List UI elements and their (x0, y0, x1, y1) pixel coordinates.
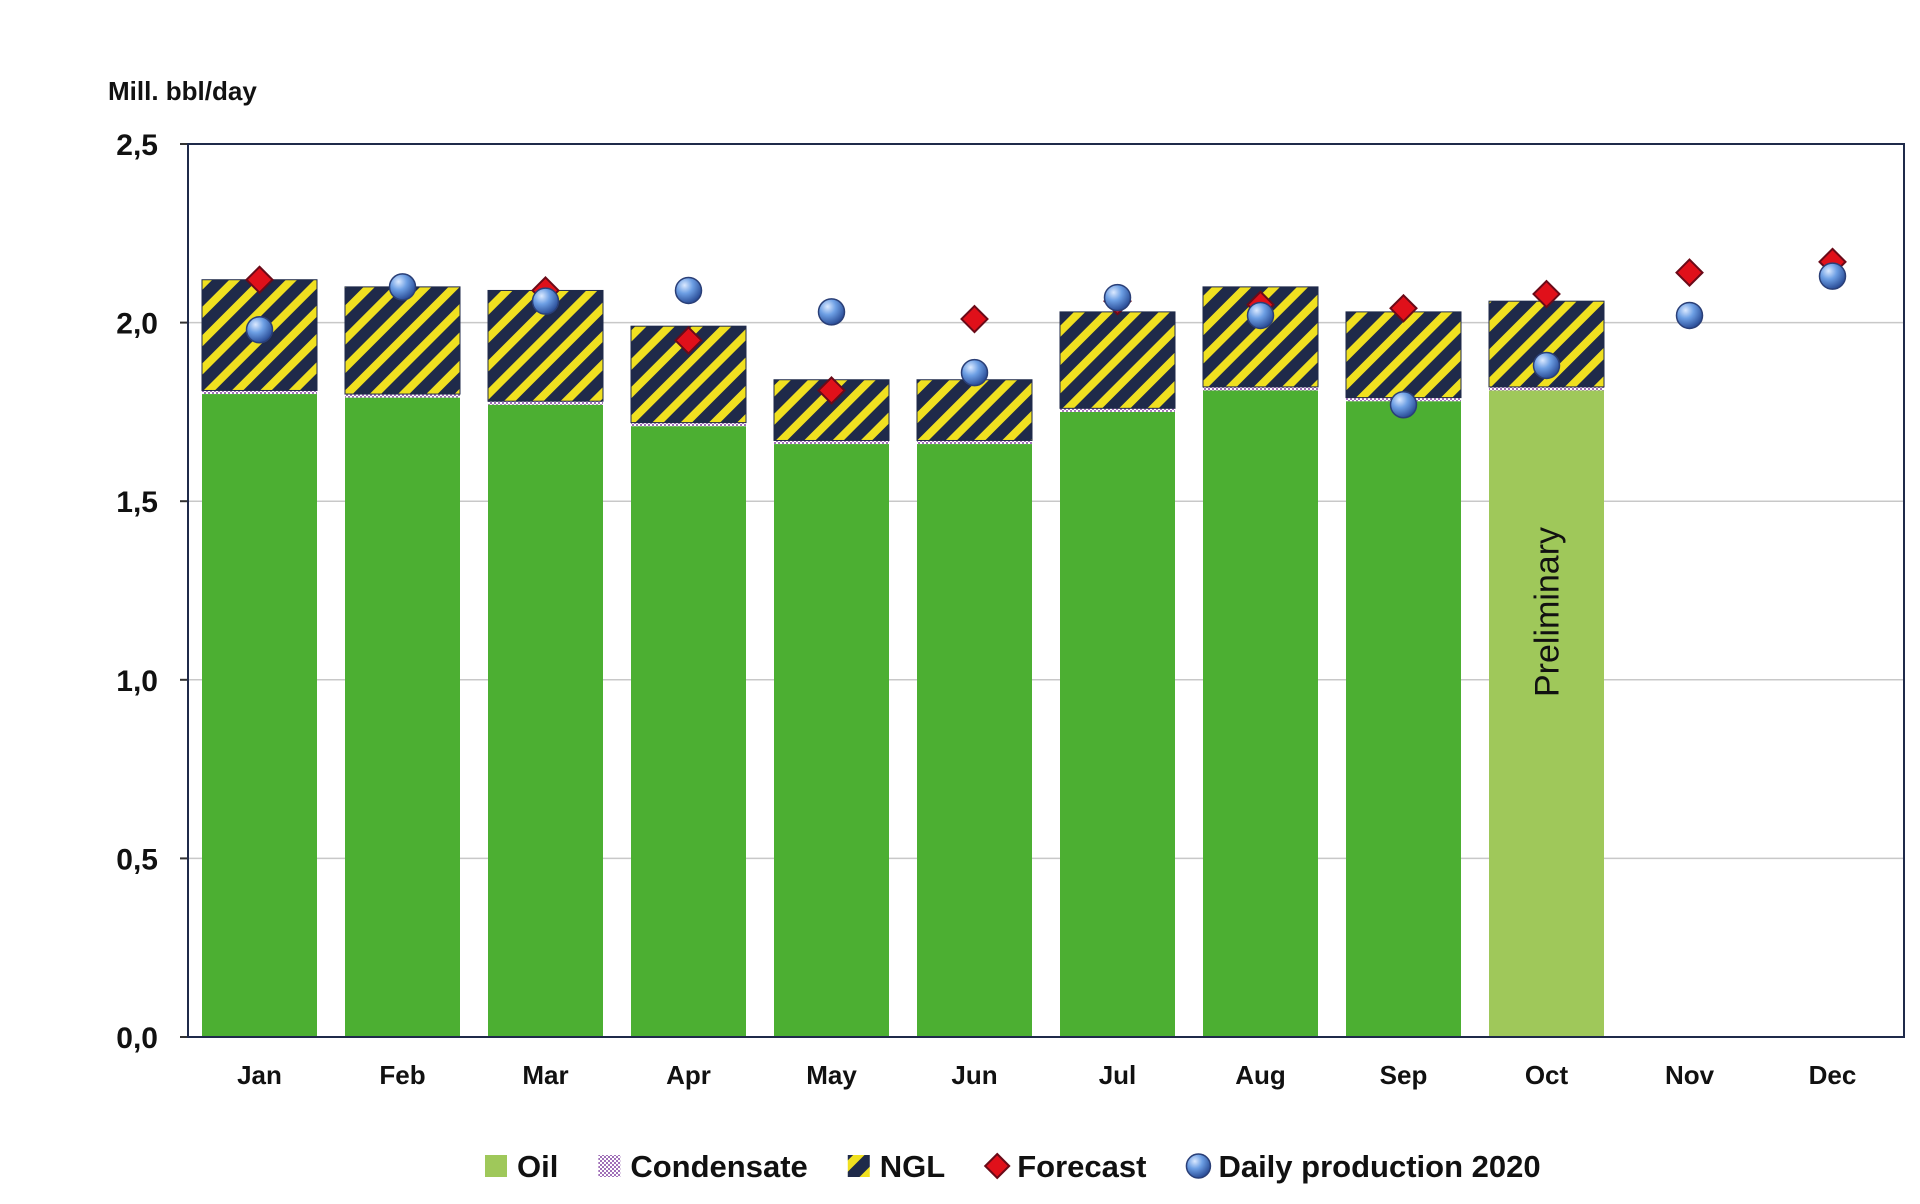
production-marker-nov (1675, 301, 1704, 330)
production-marker-jul (1103, 283, 1132, 312)
legend-swatch (1185, 1153, 1212, 1179)
production-marker-feb (388, 273, 417, 301)
legend: Oil Condensate NGL Forecast Daily production… (485, 1149, 1541, 1184)
x-tick-label: Jan (237, 1060, 282, 1090)
bar-condensate-oct (1489, 386, 1604, 391)
forecast-marker-oct (1532, 279, 1561, 309)
production-marker-aug (1246, 301, 1275, 330)
x-tick-label: Dec (1809, 1060, 1857, 1090)
production-marker-oct (1532, 351, 1561, 380)
legend-swatch (847, 1155, 870, 1177)
legend-label: Condensate (630, 1149, 807, 1184)
y-tick-label: 1,5 (116, 486, 158, 519)
bar-condensate-aug (1203, 386, 1318, 391)
x-tick-label: May (806, 1060, 857, 1090)
plot-frame (187, 143, 1905, 1038)
bar-condensate-jan (202, 390, 317, 395)
x-tick-label: Jun (951, 1060, 997, 1090)
bar-condensate-mar (488, 401, 603, 405)
y-tick-label: 2,5 (116, 129, 158, 162)
legend-label: NGL (880, 1149, 945, 1184)
forecast-marker-jun (960, 304, 989, 334)
production-marker-jun (960, 358, 989, 387)
legend-item-oil: Oil (485, 1149, 558, 1184)
bar-oil-jul (1060, 411, 1175, 1037)
bar-ngl-oct (1488, 300, 1605, 388)
bar-oil-sep (1346, 401, 1461, 1038)
y-tick-label: 2,0 (116, 308, 158, 341)
axes-layer: 0,0 0,5 1,0 1,5 2,0 2,5 Jan Feb Mar Apr May Jun Jul A… (116, 129, 1905, 1090)
x-tick-label: Aug (1235, 1060, 1286, 1090)
x-tick-label: Jul (1099, 1060, 1137, 1090)
legend-item-forecast: Forecast (983, 1149, 1146, 1184)
x-tick-label: Feb (379, 1060, 425, 1090)
production-marker-may (817, 298, 846, 326)
production-marker-sep (1389, 391, 1418, 419)
bar-condensate-jun (917, 440, 1032, 445)
legend-swatch (485, 1155, 507, 1177)
legend-item-daily-production-2020: Daily production 2020 (1185, 1149, 1541, 1184)
bar-ngl-jul (1059, 311, 1176, 409)
bar-condensate-apr (631, 422, 746, 427)
y-axis-title: Mill. bbl/day (108, 76, 257, 106)
bar-condensate-feb (345, 394, 460, 398)
markers-layer (245, 247, 1847, 419)
forecast-marker-nov (1675, 258, 1704, 288)
bar-oil-aug (1203, 390, 1318, 1037)
legend-label: Oil (517, 1149, 558, 1184)
production-marker-mar (531, 287, 560, 315)
forecast-marker-jan (245, 265, 274, 295)
bar-oil-apr (631, 426, 746, 1037)
production-marker-jan (245, 315, 274, 344)
x-tick-label: Nov (1665, 1060, 1715, 1090)
bar-ngl-feb (344, 286, 461, 395)
production-marker-apr (674, 276, 703, 305)
x-tick-label: Apr (666, 1060, 711, 1090)
bar-ngl-sep (1345, 311, 1462, 399)
bar-oil-jun (917, 444, 1032, 1038)
x-tick-label: Mar (522, 1060, 568, 1090)
bar-condensate-jul (1060, 408, 1175, 412)
bar-oil-may (774, 444, 889, 1038)
forecast-marker-sep (1389, 293, 1418, 323)
legend-item-ngl: NGL (847, 1149, 945, 1184)
grid-layer (188, 321, 1904, 860)
bar-oil-mar (488, 404, 603, 1038)
production-marker-dec (1818, 262, 1847, 290)
bar-oil-oct (1489, 390, 1604, 1037)
bar-condensate-may (774, 440, 889, 445)
x-tick-label: Oct (1525, 1060, 1569, 1090)
legend-swatch (983, 1152, 1011, 1180)
legend-label: Forecast (1017, 1149, 1146, 1184)
forecast-marker-may (817, 376, 846, 405)
x-tick-label: Sep (1380, 1060, 1428, 1090)
y-tick-label: 1,0 (116, 665, 158, 698)
preliminary-annotation: Preliminary (1529, 527, 1567, 697)
forecast-marker-apr (674, 326, 703, 355)
legend-swatch (598, 1155, 621, 1177)
y-tick-label: 0,5 (116, 843, 158, 876)
legend-item-condensate: Condensate (598, 1149, 808, 1184)
bar-oil-jan (202, 394, 317, 1037)
bars-layer: Preliminary (201, 279, 1605, 1038)
y-tick-label: 0,0 (116, 1022, 158, 1055)
bar-ngl-jun (916, 379, 1033, 441)
legend-label: Daily production 2020 (1218, 1149, 1540, 1184)
bar-oil-feb (345, 397, 460, 1037)
